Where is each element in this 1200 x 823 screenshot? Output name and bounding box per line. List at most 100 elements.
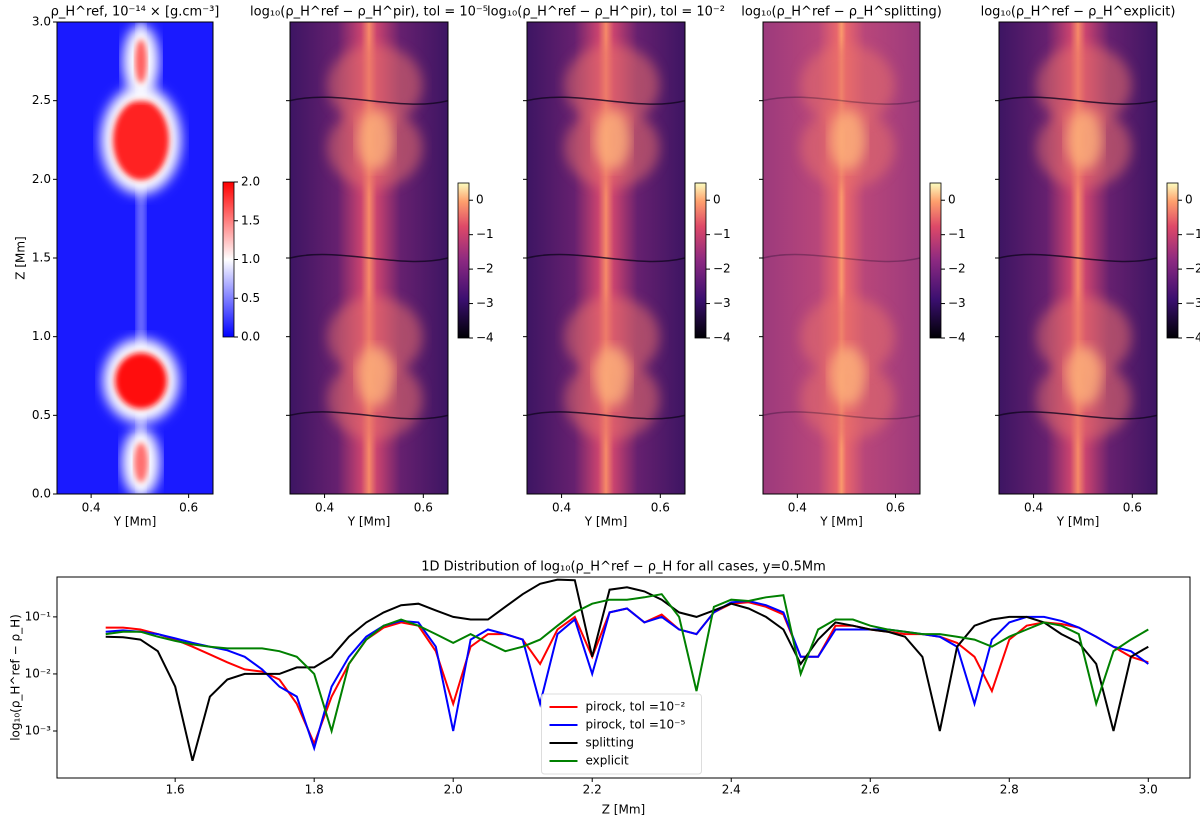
x-tick-label: 0.4 (1024, 501, 1043, 515)
heatmap-image (763, 22, 920, 494)
colorbar (222, 181, 235, 338)
y-tick-label: 2.0 (32, 172, 51, 186)
y-tick-label: 3.0 (32, 15, 51, 29)
contour (290, 96, 448, 105)
heatmap-image (527, 22, 685, 494)
y-axis-label: log₁₀(ρ_H^ref − ρ_H) (9, 614, 23, 741)
colorbar-tick-label: −2 (1185, 262, 1200, 276)
x-tick-label: 2.0 (444, 783, 463, 797)
heatmap-image (290, 22, 448, 494)
heatmap-bright (357, 346, 393, 406)
colorbar-tick-label: 0.5 (241, 291, 260, 305)
heatmap-bright (1066, 110, 1102, 170)
x-tick-label: 0.4 (552, 501, 571, 515)
colorbar-tick-label: −4 (1185, 331, 1200, 345)
colorbar (1166, 182, 1179, 339)
heatmap-core (135, 39, 147, 84)
y-tick-label: 10⁻² (25, 666, 52, 680)
legend-label: explicit (586, 754, 629, 768)
contour (763, 253, 920, 263)
panel-title: ρ_H^ref, 10⁻¹⁴ × [g.cm⁻³] (51, 5, 220, 20)
contour (527, 411, 685, 420)
heatmap-lobe (327, 44, 423, 125)
heatmap-image (57, 22, 213, 494)
heatmap-bright (829, 110, 866, 170)
colorbar-tick-label: 1.0 (241, 252, 260, 266)
x-tick-label: 0.4 (788, 501, 807, 515)
y-tick-label: 10⁻³ (25, 723, 52, 737)
heatmap-glow (136, 22, 146, 494)
contour (999, 96, 1157, 105)
contour (290, 253, 448, 263)
colorbar-tick-label: −2 (948, 262, 966, 276)
legend-label: pirock, tol =10⁻² (586, 700, 686, 714)
colorbar-tick-label: 1.5 (241, 213, 260, 227)
heatmap-image (999, 22, 1157, 494)
y-axis-label: Z [Mm] (14, 236, 28, 279)
heatmap-lobe (800, 296, 895, 377)
colorbar-tick-label: 0 (476, 193, 484, 207)
heatmap-lobe (327, 296, 423, 377)
heatmap-bright (594, 110, 630, 170)
colorbar-tick-label: 0 (713, 193, 721, 207)
axes-frame (56, 576, 1191, 779)
x-axis-label: Z [Mm] (602, 803, 645, 817)
x-axis-label: Y [Mm] (819, 515, 863, 529)
x-axis-label: Y [Mm] (1056, 515, 1100, 529)
contour (527, 253, 685, 263)
colorbar (457, 182, 470, 339)
data-line (105, 578, 1149, 762)
heatmap-lobe (800, 44, 895, 125)
colorbar-tick-label: −3 (713, 296, 731, 310)
panel-title: log₁₀(ρ_H^ref − ρ_H^pir), tol = 10⁻⁵ (250, 5, 488, 20)
x-tick-label: 0.6 (651, 501, 670, 515)
colorbar-tick-label: −1 (713, 227, 731, 241)
heatmap-core (134, 442, 148, 483)
y-tick-label: 1.5 (32, 251, 51, 265)
y-tick-label: 2.5 (32, 93, 51, 107)
colorbar (929, 182, 942, 339)
y-tick-label: 1.0 (32, 329, 51, 343)
x-axis-label: Y [Mm] (347, 515, 391, 529)
x-tick-label: 0.6 (886, 501, 905, 515)
x-tick-label: 3.0 (1139, 783, 1158, 797)
heatmap-bright (829, 346, 866, 406)
colorbar-tick-label: −4 (713, 331, 731, 345)
contour (763, 96, 920, 105)
colorbar-tick-label: −2 (713, 262, 731, 276)
contour (763, 411, 920, 420)
data-line (105, 599, 1149, 752)
colorbar-tick-label: 0 (948, 193, 956, 207)
colorbar-tick-label: −3 (948, 296, 966, 310)
panel-title: log₁₀(ρ_H^ref − ρ_H^splitting) (741, 5, 942, 20)
y-tick-label: 0.0 (32, 487, 51, 501)
colorbar-tick-label: −4 (948, 331, 966, 345)
x-tick-label: 2.8 (1000, 783, 1019, 797)
colorbar-tick-label: 0.0 (241, 330, 260, 344)
x-tick-label: 1.8 (305, 783, 324, 797)
contour (999, 253, 1157, 263)
heatmap-lobe (564, 296, 660, 377)
chart-title: 1D Distribution of log₁₀(ρ_H^ref − ρ_H f… (421, 560, 826, 575)
colorbar-tick-label: −1 (948, 227, 966, 241)
legend-label: pirock, tol =10⁻⁵ (586, 718, 686, 732)
colorbar (694, 182, 707, 339)
heatmap-bright (357, 110, 393, 170)
colorbar-tick-label: −3 (476, 296, 494, 310)
colorbar-tick-label: −1 (476, 227, 494, 241)
y-tick-label: 0.5 (32, 408, 51, 422)
x-tick-label: 0.4 (82, 501, 101, 515)
legend-box (541, 693, 702, 775)
data-line (105, 593, 1149, 735)
colorbar-tick-label: −2 (476, 262, 494, 276)
colorbar-tick-label: 0 (1185, 193, 1193, 207)
x-tick-label: 1.6 (166, 783, 185, 797)
heatmap-bright (594, 346, 630, 406)
x-tick-label: 2.4 (722, 783, 741, 797)
colorbar-tick-label: −3 (1185, 296, 1200, 310)
colorbar-tick-label: −1 (1185, 227, 1200, 241)
colorbar-tick-label: −4 (476, 331, 494, 345)
legend-label: splitting (586, 736, 635, 750)
contour (999, 411, 1157, 420)
